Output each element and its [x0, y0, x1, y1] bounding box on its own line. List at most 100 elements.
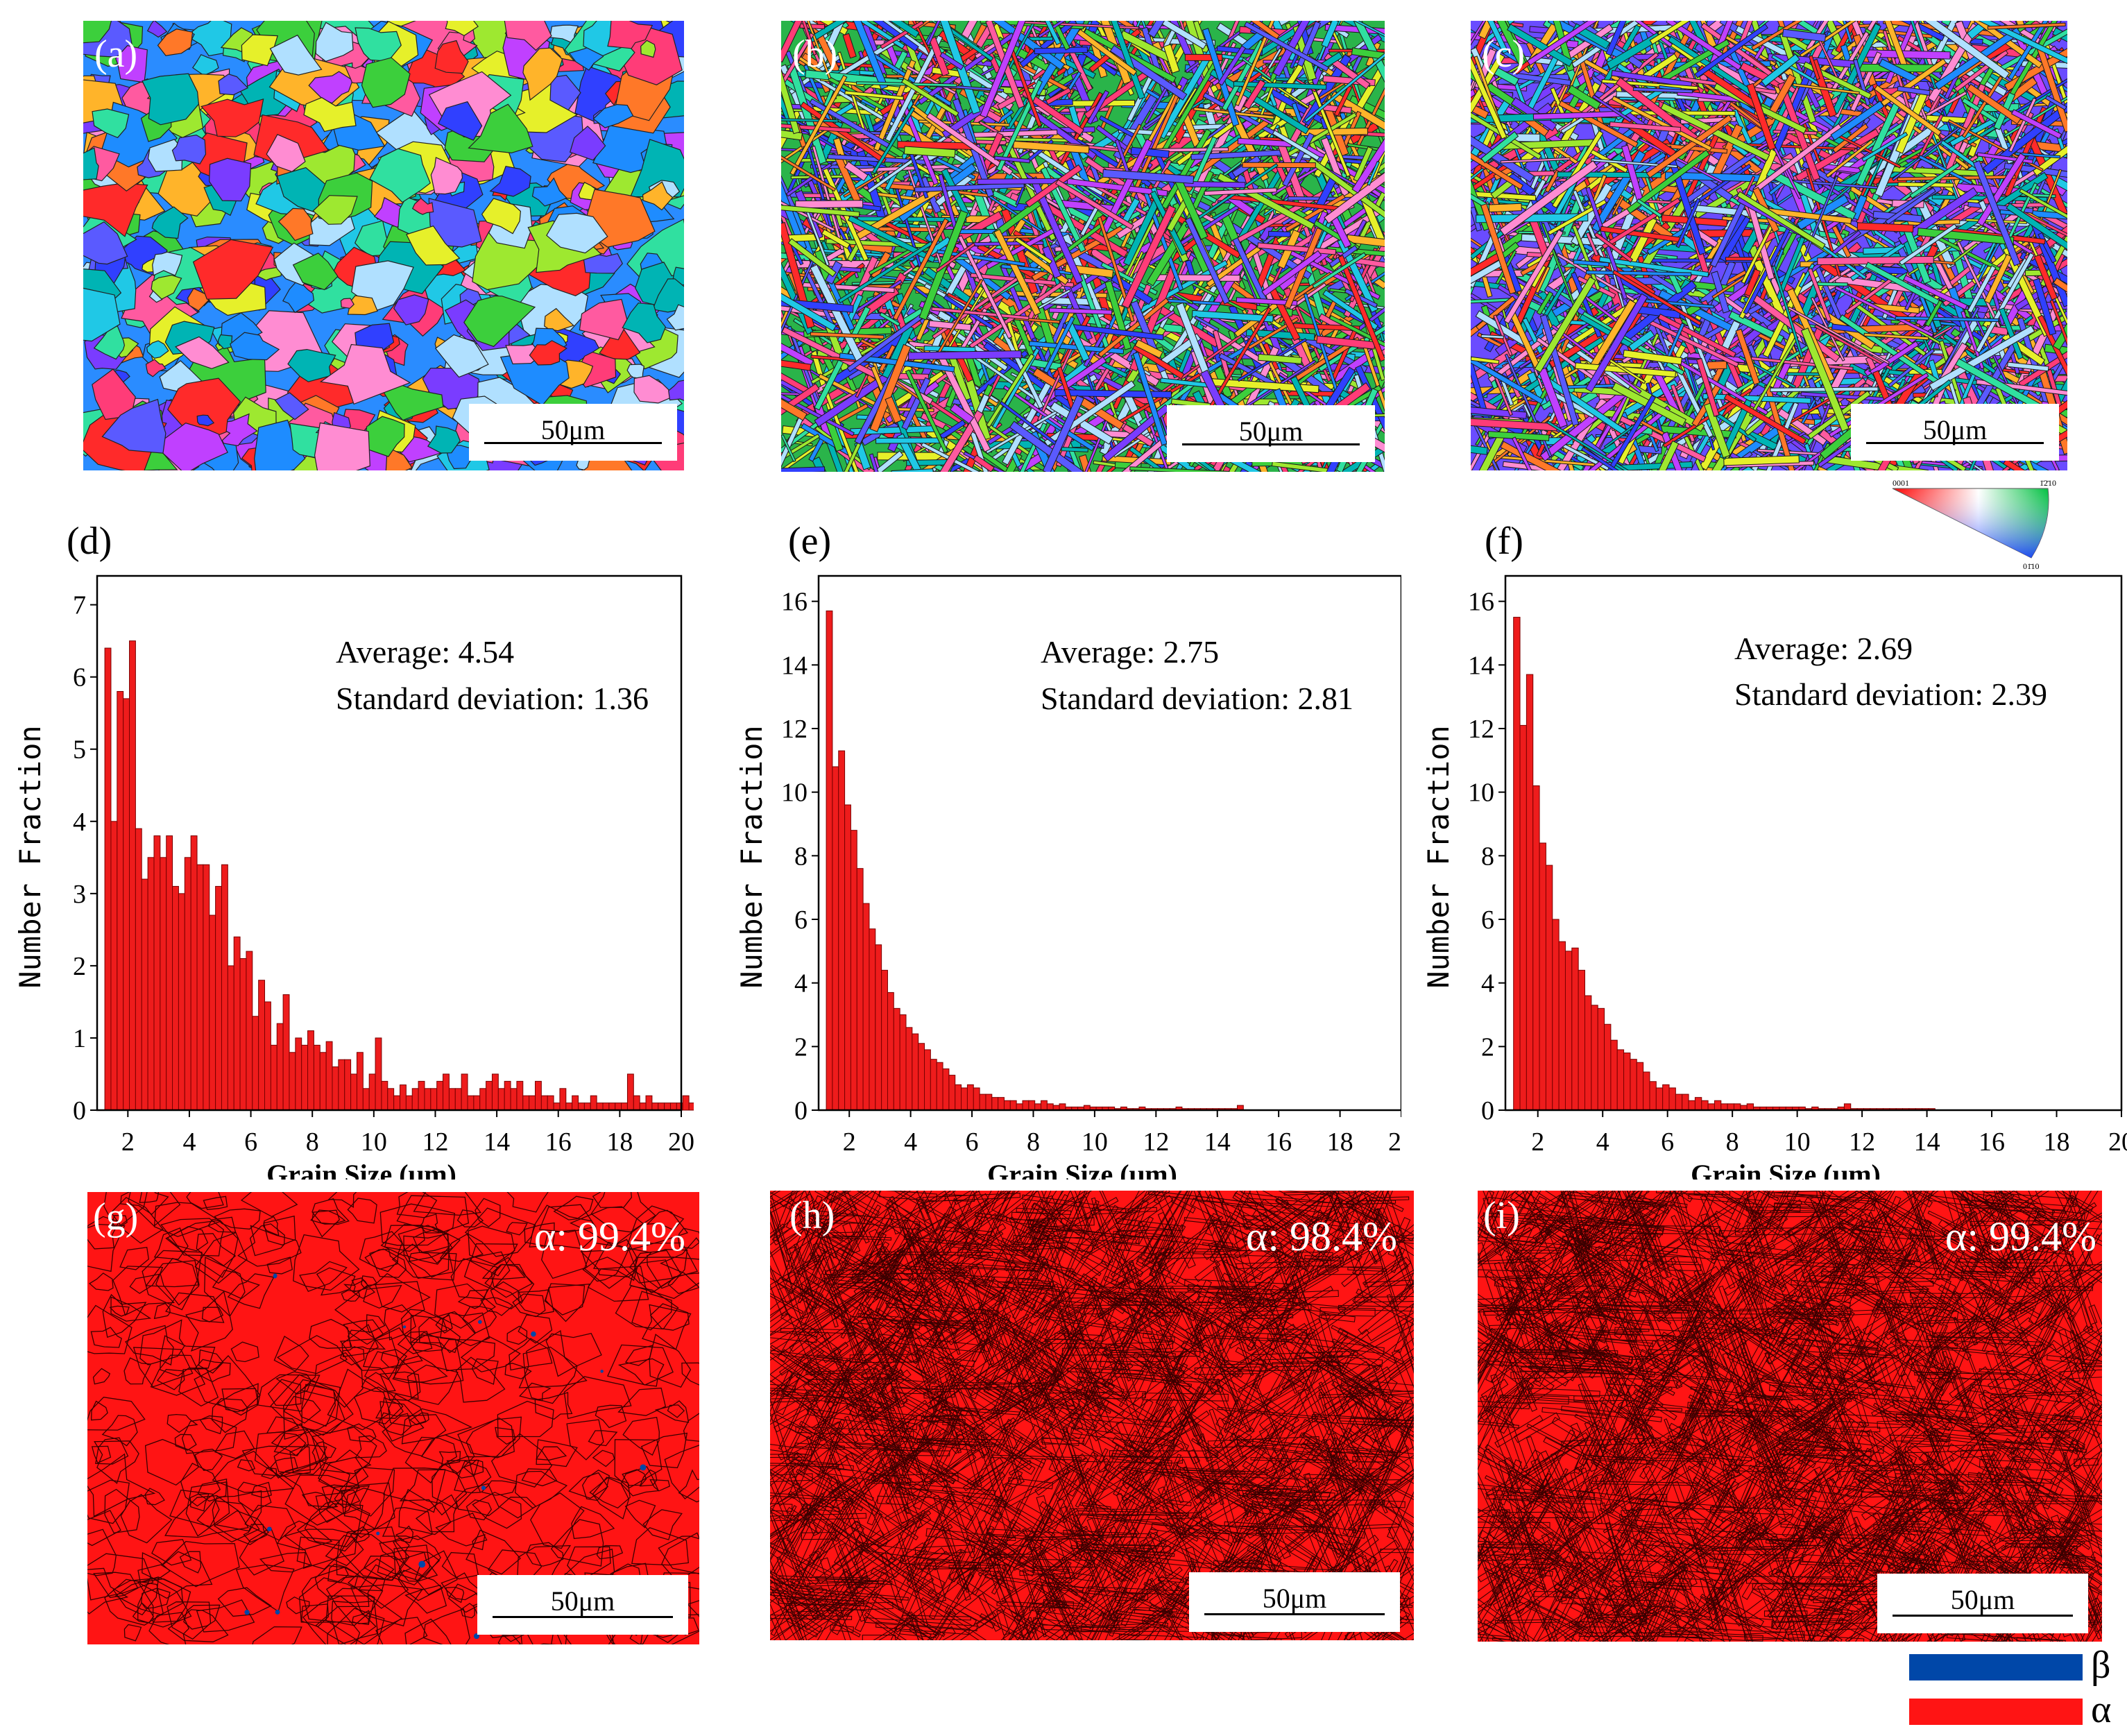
histogram-bar	[1558, 941, 1566, 1111]
histogram-bar	[252, 1016, 259, 1111]
histogram-bar	[166, 835, 173, 1111]
histogram-bar	[1675, 1093, 1683, 1111]
histogram-bar	[1707, 1103, 1715, 1111]
y-tick-label: 2	[73, 952, 86, 981]
histogram-bar	[1655, 1087, 1664, 1111]
histogram-bar	[270, 1044, 277, 1111]
histogram-bar	[356, 1052, 364, 1111]
panel-label-d: (d)	[67, 520, 112, 563]
histogram-bar	[991, 1097, 999, 1111]
histogram-bar	[633, 1095, 640, 1111]
histogram-bar	[1009, 1100, 1017, 1111]
histogram-bar	[436, 1080, 444, 1111]
histogram-bar	[572, 1095, 579, 1111]
histogram-bar	[1003, 1100, 1011, 1111]
histogram-bar	[387, 1088, 395, 1111]
y-tick-label: 3	[73, 880, 86, 909]
histogram-bar	[319, 1052, 327, 1111]
histogram-bar	[147, 857, 155, 1111]
histogram-bar	[338, 1059, 345, 1111]
x-tick-label: 12	[1143, 1127, 1169, 1157]
y-tick-label: 7	[73, 591, 86, 620]
x-tick-label: 12	[422, 1127, 448, 1157]
histogram-bar	[418, 1080, 425, 1111]
histogram-bar	[190, 835, 198, 1111]
phase-texture-h	[770, 1191, 1414, 1640]
histogram-bar	[393, 1095, 401, 1111]
histogram-bar	[1668, 1087, 1676, 1111]
histogram-bar	[626, 1073, 634, 1111]
x-tick-label: 8	[306, 1127, 319, 1157]
histogram-bar	[559, 1088, 567, 1111]
histogram-bar	[258, 980, 266, 1111]
histogram-bar	[479, 1088, 487, 1111]
histogram-bar	[1597, 1007, 1605, 1111]
histogram-bar	[381, 1080, 388, 1111]
y-tick-label: 16	[781, 588, 808, 617]
histogram-bar	[1016, 1103, 1023, 1111]
histogram-bar	[979, 1093, 986, 1111]
histogram-bar	[196, 864, 204, 1111]
histogram-bar	[553, 1103, 561, 1111]
y-tick-label: 0	[794, 1096, 808, 1125]
x-tick-label: 2	[1531, 1127, 1544, 1157]
histogram-bar	[930, 1059, 937, 1111]
y-tick-label: 5	[73, 735, 86, 765]
histogram-bar	[1682, 1093, 1689, 1111]
scale-bar-line-h	[1204, 1613, 1385, 1615]
histogram-bar	[516, 1080, 524, 1111]
ipf-map-b: (b) 50μm	[781, 21, 1385, 472]
panel-label-a: (a)	[94, 33, 138, 76]
average-annotation: Average: 2.69	[1734, 631, 1913, 666]
histogram-bar	[1604, 1023, 1612, 1111]
legend-beta-label: β	[2091, 1644, 2111, 1687]
histogram-bar	[966, 1084, 974, 1111]
histogram-bar	[1545, 865, 1553, 1111]
histogram-bar	[905, 1027, 913, 1111]
y-tick-label: 12	[781, 715, 808, 744]
scale-bar-g: 50μm	[477, 1575, 688, 1635]
y-tick-label: 0	[1481, 1096, 1494, 1125]
y-axis-label: Number Fraction	[13, 725, 47, 988]
y-tick-label: 14	[781, 651, 808, 680]
x-tick-label: 4	[1596, 1127, 1609, 1157]
histogram-bar	[368, 1073, 376, 1111]
ipf-map-a: (a) 50μm	[83, 21, 684, 470]
phase-map-g: (g) α: 99.4% 50μm	[87, 1192, 699, 1644]
histogram-bar	[1746, 1103, 1754, 1111]
histogram-bar	[547, 1095, 554, 1111]
panel-label-h: (h)	[789, 1194, 835, 1237]
histogram-bar	[535, 1080, 542, 1111]
histogram-bar	[1571, 947, 1579, 1111]
histogram-bar	[918, 1043, 925, 1111]
scale-bar-text-c: 50μm	[1922, 414, 1988, 445]
histogram-bar	[1616, 1049, 1625, 1111]
legend-alpha-swatch	[1909, 1699, 2083, 1725]
std-deviation-annotation: Standard deviation: 1.36	[336, 681, 649, 716]
histogram-bar	[1591, 1005, 1598, 1111]
phase-map-h: (h) α: 98.4% 50μm	[770, 1191, 1414, 1640]
x-tick-label: 16	[1265, 1127, 1292, 1157]
alpha-fraction-h: α: 98.4%	[1245, 1214, 1397, 1259]
scale-bar-b: 50μm	[1167, 405, 1375, 462]
x-tick-label: 12	[1849, 1127, 1875, 1157]
histogram-bar	[400, 1084, 407, 1111]
histogram-bar	[955, 1084, 962, 1111]
histogram-bar	[1584, 995, 1592, 1111]
ipf-texture-b	[781, 21, 1385, 472]
histogram-bar	[651, 1103, 659, 1111]
histogram-bar	[596, 1103, 604, 1111]
y-tick-label: 4	[794, 969, 808, 998]
x-tick-label: 4	[904, 1127, 917, 1157]
histogram-bar	[473, 1095, 481, 1111]
histogram-bar	[942, 1068, 950, 1111]
histogram-bar	[129, 640, 136, 1111]
legend-alpha-label: α	[2091, 1688, 2112, 1731]
panel-label-c: (c)	[1482, 33, 1526, 76]
x-tick-label: 14	[1204, 1127, 1231, 1157]
histogram-bar	[313, 1044, 321, 1111]
x-tick-label: 8	[1027, 1127, 1040, 1157]
x-tick-label: 6	[1661, 1127, 1674, 1157]
histogram-bar	[141, 878, 148, 1111]
histogram-bar	[1694, 1097, 1702, 1111]
